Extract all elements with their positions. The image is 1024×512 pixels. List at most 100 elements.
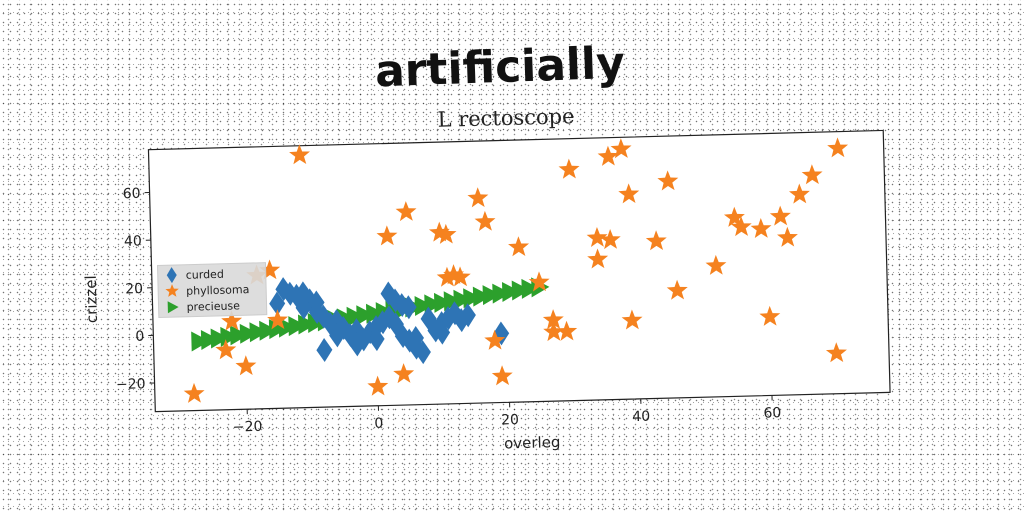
point-precieuse (288, 316, 307, 337)
point-phyllosoma (259, 259, 281, 280)
point-phyllosoma (618, 183, 640, 204)
point-curded (407, 326, 424, 351)
point-curded (459, 303, 476, 328)
point-phyllosoma (599, 229, 621, 250)
point-phyllosoma (801, 164, 823, 185)
point-curded (329, 323, 346, 348)
point-precieuse (511, 280, 530, 301)
chart-subtitle: L rectoscope (437, 104, 575, 132)
point-precieuse (239, 323, 258, 344)
y-tick-label: 40 (124, 233, 142, 249)
point-phyllosoma (528, 271, 550, 292)
point-precieuse (346, 306, 365, 327)
x-tick-label: 60 (763, 405, 781, 421)
point-phyllosoma (484, 329, 506, 350)
point-phyllosoma (395, 201, 417, 222)
point-curded (414, 340, 431, 365)
point-precieuse (501, 282, 521, 303)
point-phyllosoma (759, 305, 781, 326)
point-curded (453, 308, 470, 333)
point-phyllosoma (587, 248, 609, 269)
point-precieuse (356, 305, 375, 326)
point-precieuse (366, 303, 385, 324)
point-phyllosoma (777, 226, 798, 247)
y-tick-label: 0 (135, 329, 144, 345)
legend-label-precieuse: precieuse (186, 299, 240, 313)
point-precieuse (191, 331, 210, 352)
point-phyllosoma (289, 144, 310, 165)
point-phyllosoma (436, 266, 458, 287)
point-curded (400, 295, 417, 320)
point-precieuse (463, 288, 482, 309)
point-phyllosoma (610, 138, 632, 159)
point-precieuse (298, 314, 317, 335)
legend-label-curded: curded (186, 268, 224, 282)
y-axis: −20 0 20 40 60 (116, 186, 155, 393)
chart-title: artificially (374, 38, 625, 98)
point-phyllosoma (435, 223, 457, 244)
legend-marker-precieuse (167, 301, 179, 314)
point-phyllosoma (666, 279, 688, 300)
point-curded (295, 295, 312, 320)
point-curded (368, 327, 385, 352)
point-phyllosoma (705, 254, 727, 275)
point-phyllosoma (558, 158, 580, 179)
point-phyllosoma (221, 310, 243, 331)
point-curded (269, 291, 286, 316)
point-phyllosoma (597, 145, 619, 166)
point-phyllosoma (376, 225, 398, 246)
series-curded (269, 277, 510, 365)
point-precieuse (210, 328, 229, 349)
x-axis-label: overleg (504, 433, 561, 452)
point-phyllosoma (543, 321, 565, 342)
plot-area: −20 0 20 40 60 −20 0 20 40 60 overleg crizzel cu… (82, 129, 891, 452)
point-phyllosoma (657, 170, 679, 191)
legend-marker-phyllosoma (165, 284, 179, 297)
point-phyllosoma (491, 365, 513, 386)
legend-label-phyllosoma: phyllosoma (186, 283, 250, 298)
point-precieuse (414, 295, 433, 316)
point-precieuse (433, 292, 453, 313)
y-axis-label: crizzel (82, 275, 101, 323)
y-tick-label: 20 (125, 281, 143, 297)
point-curded (374, 310, 391, 335)
y-tick-label: 60 (123, 186, 141, 202)
point-curded (355, 327, 372, 352)
x-axis: −20 0 20 40 60 (233, 395, 782, 436)
point-phyllosoma (730, 216, 752, 237)
point-precieuse (249, 322, 268, 343)
point-phyllosoma (788, 183, 810, 204)
point-precieuse (453, 289, 472, 310)
point-phyllosoma (508, 236, 530, 257)
point-precieuse (443, 291, 462, 312)
x-tick-label: 0 (374, 416, 383, 432)
x-tick-label: 40 (632, 409, 650, 425)
point-curded (349, 332, 366, 357)
point-phyllosoma (769, 205, 791, 226)
point-precieuse (230, 325, 249, 346)
point-precieuse (492, 283, 511, 304)
legend-marker-curded (166, 267, 177, 284)
point-phyllosoma (474, 210, 496, 231)
x-tick-label: 20 (501, 412, 519, 428)
point-curded (434, 320, 451, 345)
point-curded (493, 321, 510, 346)
point-precieuse (278, 317, 297, 338)
legend-box (156, 262, 268, 318)
point-phyllosoma (825, 342, 847, 363)
point-phyllosoma (183, 382, 205, 403)
y-tick-label: −20 (116, 376, 146, 393)
point-phyllosoma (586, 226, 608, 248)
point-phyllosoma (621, 309, 643, 330)
point-precieuse (521, 278, 540, 299)
point-phyllosoma (267, 309, 288, 330)
point-curded (440, 306, 457, 331)
point-phyllosoma (645, 230, 667, 251)
point-phyllosoma (449, 266, 471, 287)
data-marks (183, 137, 849, 403)
point-phyllosoma (235, 355, 257, 376)
point-phyllosoma (827, 137, 849, 158)
point-phyllosoma (467, 187, 489, 208)
